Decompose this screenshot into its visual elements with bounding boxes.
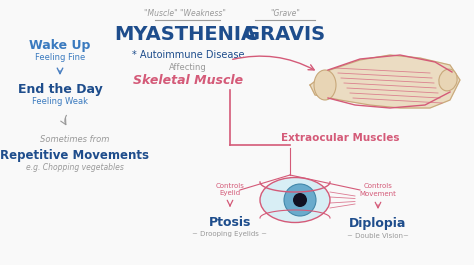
Ellipse shape (439, 69, 457, 91)
Text: Controls
Movement: Controls Movement (360, 183, 396, 197)
Text: ~ Double Vision~: ~ Double Vision~ (347, 233, 409, 239)
Text: e.g. Chopping vegetables: e.g. Chopping vegetables (26, 162, 124, 171)
Polygon shape (310, 55, 460, 108)
Text: "Muscle" "Weakness": "Muscle" "Weakness" (144, 10, 226, 19)
Text: Sometimes from: Sometimes from (40, 135, 109, 144)
Text: End the Day: End the Day (18, 83, 102, 96)
Text: Feeling Fine: Feeling Fine (35, 52, 85, 61)
Ellipse shape (314, 70, 336, 100)
Text: Extraocular Muscles: Extraocular Muscles (281, 133, 399, 143)
Circle shape (284, 184, 316, 216)
Text: Ptosis: Ptosis (209, 215, 251, 228)
Text: Wake Up: Wake Up (29, 38, 91, 51)
Text: Diplopia: Diplopia (349, 218, 407, 231)
Text: Repetitive Movements: Repetitive Movements (0, 148, 149, 161)
Text: GRAVIS: GRAVIS (245, 25, 326, 45)
Text: Feeling Weak: Feeling Weak (32, 98, 88, 107)
Text: MYASTHENIA: MYASTHENIA (114, 25, 256, 45)
Text: ~ Drooping Eyelids ~: ~ Drooping Eyelids ~ (192, 231, 267, 237)
Text: "Grave": "Grave" (270, 10, 300, 19)
Text: Controls
Eyelid: Controls Eyelid (216, 183, 245, 197)
Ellipse shape (260, 178, 330, 223)
Text: Affecting: Affecting (169, 63, 207, 72)
Text: Skeletal Muscle: Skeletal Muscle (133, 73, 243, 86)
Circle shape (293, 193, 307, 207)
Text: * Autoimmune Disease: * Autoimmune Disease (132, 50, 244, 60)
